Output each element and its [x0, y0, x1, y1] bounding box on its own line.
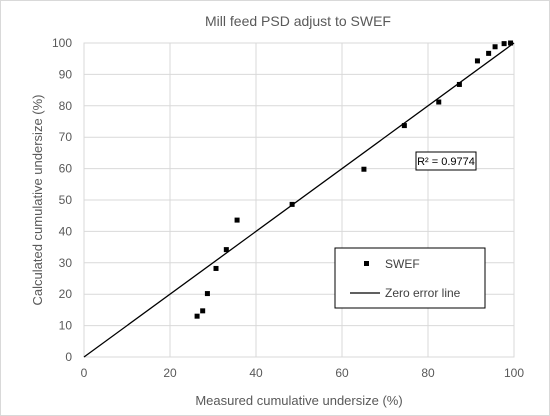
swef-data-point — [361, 166, 367, 172]
x-tick-label: 20 — [163, 366, 177, 380]
plot-area-border — [83, 42, 515, 358]
swef-data-point — [474, 58, 480, 64]
y-tick-label: 70 — [59, 130, 73, 144]
tick-labels: 0 20 40 60 80 100 0 10 20 30 40 50 60 70 80 90 100 — [52, 36, 524, 380]
swef-data-point — [194, 313, 200, 319]
swef-data-point — [508, 40, 514, 46]
r2-box — [415, 151, 477, 171]
y-tick-label: 100 — [52, 36, 72, 50]
x-tick-label: 80 — [421, 366, 435, 380]
x-tick-label: 0 — [81, 366, 88, 380]
swef-data-point — [223, 247, 229, 253]
y-tick-label: 30 — [59, 256, 73, 270]
y-tick-label: 90 — [59, 67, 73, 81]
swef-data-point — [200, 308, 206, 314]
swef-data-point — [234, 217, 240, 223]
chart-title: Mill feed PSD adjust to SWEF — [205, 13, 391, 29]
swef-data-point — [289, 201, 295, 207]
x-axis-label: Measured cumulative undersize (%) — [195, 393, 402, 408]
swef-data-point — [486, 50, 492, 56]
y-tick-label: 20 — [59, 287, 73, 301]
y-tick-label: 10 — [59, 319, 73, 333]
x-tick-label: 60 — [335, 366, 349, 380]
x-tick-label: 100 — [504, 366, 524, 380]
swef-data-point — [492, 44, 498, 50]
y-tick-label: 0 — [65, 350, 72, 364]
legend-box — [334, 247, 486, 309]
r2-label: R² = 0.9774 — [417, 156, 475, 168]
legend-marker-swef — [364, 261, 369, 266]
zero-error-line — [83, 42, 515, 358]
swef-data-point — [456, 81, 462, 87]
swef-data-point — [436, 99, 442, 105]
y-tick-label: 40 — [59, 224, 73, 238]
y-tick-label: 60 — [59, 162, 73, 176]
x-tick-label: 40 — [249, 366, 263, 380]
y-tick-label: 80 — [59, 99, 73, 113]
swef-data-point — [401, 123, 407, 129]
legend-label-swef: SWEF — [385, 257, 420, 271]
swef-points — [194, 40, 514, 319]
legend: SWEF Zero error line — [334, 247, 486, 309]
swef-data-point — [204, 291, 210, 297]
r2-annotation: R² = 0.9774 — [415, 151, 477, 171]
swef-data-point — [213, 265, 219, 271]
swef-data-point — [501, 41, 507, 47]
legend-label-zero-line: Zero error line — [385, 286, 461, 300]
y-tick-label: 50 — [59, 193, 73, 207]
zero-error-line-path — [83, 42, 515, 358]
y-axis-label: Calculated cumulative undersize (%) — [30, 95, 45, 306]
